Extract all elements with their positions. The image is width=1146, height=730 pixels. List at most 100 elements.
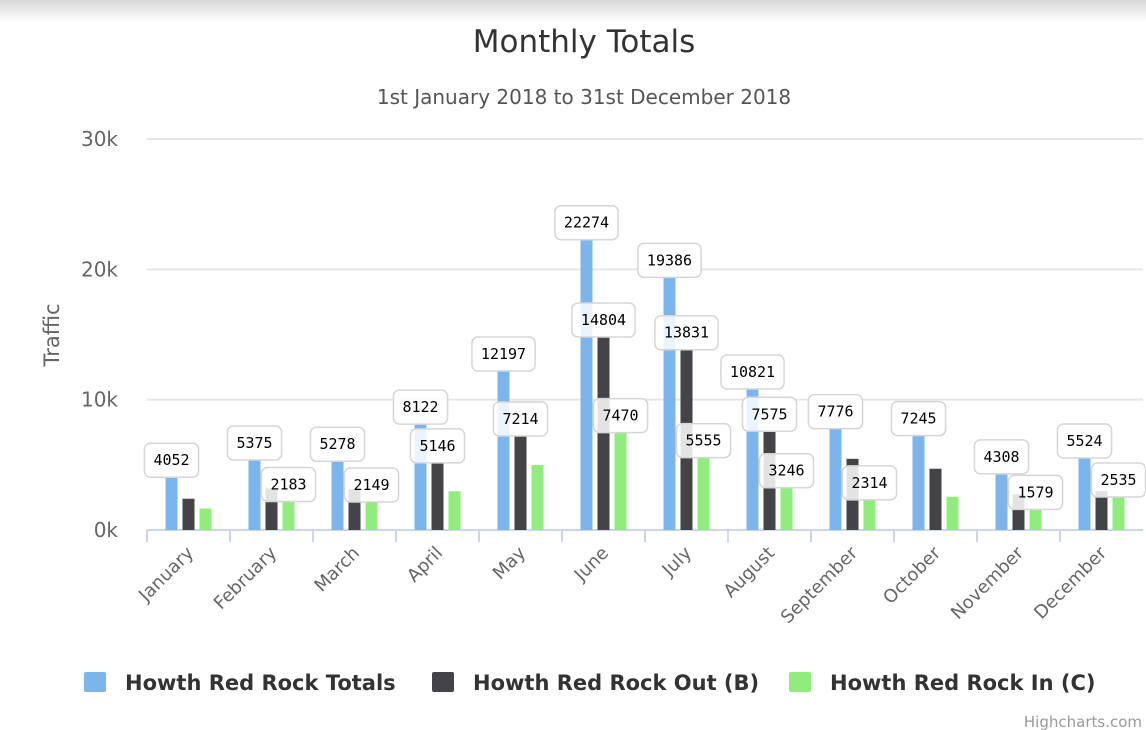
data-label-box (675, 422, 732, 459)
data-label: 2149 (343, 467, 400, 503)
data-label-box (841, 465, 898, 501)
data-label: 8122 (392, 389, 449, 425)
data-label-text: 5524 (1066, 432, 1102, 450)
data-label-text: 5278 (319, 435, 355, 453)
legend-swatch (84, 672, 106, 692)
legend-label: Howth Red Rock In (C) (830, 671, 1095, 695)
y-tick-label: 0k (94, 518, 119, 542)
data-label: 13831 (654, 314, 719, 351)
x-tick-label: January (134, 542, 198, 606)
data-label-text: 8122 (402, 398, 438, 416)
bar (1078, 458, 1091, 530)
data-label-text: 5146 (419, 437, 455, 455)
bar (697, 457, 710, 530)
data-label-box (226, 425, 283, 461)
x-tick-label: April (403, 543, 447, 587)
bar (431, 462, 444, 530)
bar (580, 239, 593, 530)
bar (780, 487, 793, 530)
data-label-box (654, 314, 719, 351)
data-label-text: 7245 (900, 410, 936, 428)
bar (829, 428, 842, 530)
data-label: 5278 (309, 426, 366, 462)
bar (597, 337, 610, 530)
bar (929, 468, 942, 530)
bar (514, 435, 527, 530)
data-label-box (637, 242, 702, 279)
bar (912, 435, 925, 530)
data-label-text: 3246 (768, 462, 804, 480)
data-label-text: 10821 (730, 363, 775, 381)
data-label: 1579 (1007, 474, 1064, 511)
x-tick-label: September (777, 542, 863, 628)
bar (448, 491, 461, 530)
x-tick-label: August (720, 543, 779, 602)
data-label-text: 5375 (236, 434, 272, 452)
data-label-box (260, 466, 317, 503)
bar (182, 498, 195, 530)
data-label-box (741, 396, 798, 433)
data-label-box (890, 400, 947, 437)
data-label-text: 7776 (817, 403, 853, 421)
legend-label: Howth Red Rock Out (B) (473, 671, 759, 695)
data-label-box (1056, 423, 1113, 459)
data-label-box (309, 426, 366, 462)
bar (1112, 496, 1125, 530)
top-shadow (0, 0, 1146, 22)
bar (365, 501, 378, 530)
bar (995, 473, 1008, 530)
data-label: 7245 (890, 400, 947, 437)
data-label: 2183 (260, 466, 317, 503)
bar (165, 477, 178, 530)
data-label-text: 2149 (353, 476, 389, 494)
x-tick-label: December (1030, 542, 1111, 623)
bar (946, 496, 959, 530)
data-label-text: 2314 (851, 474, 887, 492)
data-label: 3246 (758, 452, 815, 489)
data-label-box (720, 354, 785, 390)
data-label-text: 4052 (153, 451, 189, 469)
x-tick-label: November (947, 542, 1028, 623)
bar (248, 459, 261, 530)
data-label-text: 1579 (1017, 483, 1053, 501)
credits: Highcharts.com (1024, 713, 1142, 730)
y-tick-label: 30k (81, 127, 118, 151)
data-label-text: 2535 (1100, 471, 1136, 489)
chart-title: Monthly Totals (473, 24, 696, 60)
data-label-box (492, 401, 549, 437)
data-label-text: 5555 (685, 432, 721, 450)
data-label: 7470 (592, 397, 649, 434)
data-label: 14804 (571, 302, 636, 338)
data-label-text: 13831 (664, 324, 709, 342)
data-label-box (554, 204, 619, 241)
data-label-box (973, 439, 1030, 475)
bar (614, 432, 627, 530)
data-label-text: 7575 (751, 405, 787, 423)
bar (1095, 491, 1108, 530)
data-label: 19386 (637, 242, 702, 279)
data-label-text: 4308 (983, 448, 1019, 466)
x-tick-label: March (310, 543, 364, 597)
data-label-box (592, 397, 649, 434)
x-tick-label: July (658, 542, 697, 581)
data-label: 5555 (675, 422, 732, 459)
data-label-box (409, 428, 466, 464)
data-label: 12197 (471, 336, 536, 372)
data-label: 10821 (720, 354, 785, 390)
chart-subtitle: 1st January 2018 to 31st December 2018 (377, 85, 791, 109)
bar (1029, 509, 1042, 530)
bar (199, 508, 212, 530)
data-label-text: 7214 (502, 410, 538, 428)
x-tick-label: February (210, 542, 281, 613)
legend-label: Howth Red Rock Totals (125, 671, 396, 695)
data-label: 4308 (973, 439, 1030, 475)
x-tick-label: October (879, 542, 945, 608)
y-tick-label: 10k (81, 388, 118, 412)
bar (497, 371, 510, 530)
legend-swatch (432, 672, 454, 692)
data-label-text: 7470 (602, 407, 638, 425)
data-label: 5524 (1056, 423, 1113, 459)
data-label-box (392, 389, 449, 425)
y-axis-title: Traffic (40, 303, 64, 367)
